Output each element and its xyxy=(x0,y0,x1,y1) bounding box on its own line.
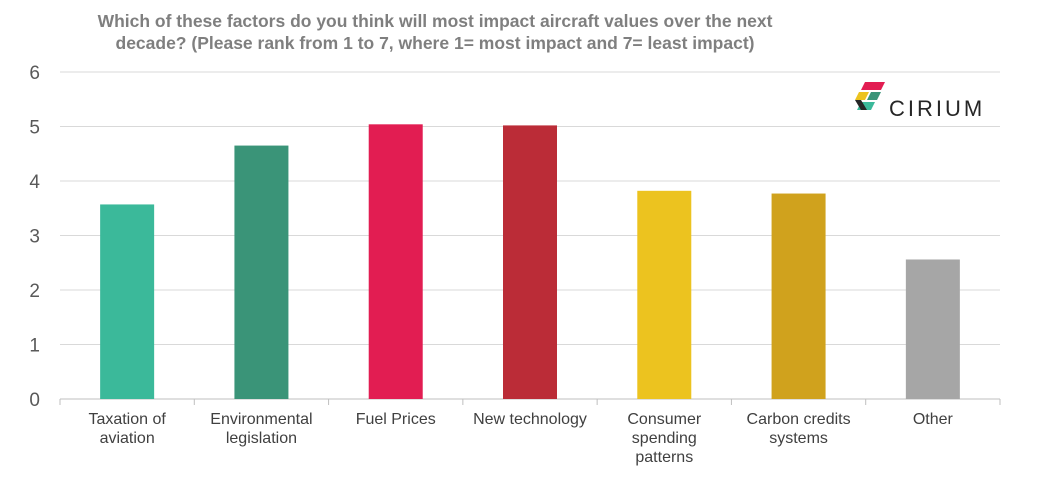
bar xyxy=(100,204,155,399)
bar xyxy=(368,124,423,399)
bar xyxy=(905,259,960,399)
bar xyxy=(637,190,692,399)
y-tick-label: 1 xyxy=(29,336,40,357)
y-tick-label: 6 xyxy=(29,63,40,84)
x-category-label: legislation xyxy=(226,430,297,447)
x-category-label: Other xyxy=(913,411,954,428)
cirium-logo-icon xyxy=(855,82,885,110)
cirium-logo-text: CIRIUM xyxy=(889,96,986,121)
y-tick-label: 0 xyxy=(29,390,40,411)
x-category-label: spending xyxy=(632,430,697,447)
x-category-label: patterns xyxy=(635,449,693,466)
bar xyxy=(234,145,289,399)
y-tick-label: 5 xyxy=(29,118,40,139)
y-tick-label: 2 xyxy=(29,281,40,302)
x-category-label: Environmental xyxy=(210,411,312,428)
chart-title-line-1: Which of these factors do you think will… xyxy=(97,11,773,31)
x-category-label: Taxation of xyxy=(88,411,166,428)
x-category-label: aviation xyxy=(100,430,155,447)
bar xyxy=(503,125,557,399)
cirium-logo: CIRIUM xyxy=(855,80,1005,126)
y-tick-label: 3 xyxy=(29,227,40,248)
bar xyxy=(771,193,826,399)
chart-title-line-2: decade? (Please rank from 1 to 7, where … xyxy=(115,33,755,53)
chart-title: Which of these factors do you think will… xyxy=(0,10,870,54)
x-category-label: Carbon credits xyxy=(747,411,851,428)
x-category-label: New technology xyxy=(473,411,587,428)
y-tick-label: 4 xyxy=(29,172,40,193)
x-category-label: Fuel Prices xyxy=(356,411,436,428)
x-category-label: systems xyxy=(769,430,828,447)
x-category-label: Consumer xyxy=(627,411,701,428)
